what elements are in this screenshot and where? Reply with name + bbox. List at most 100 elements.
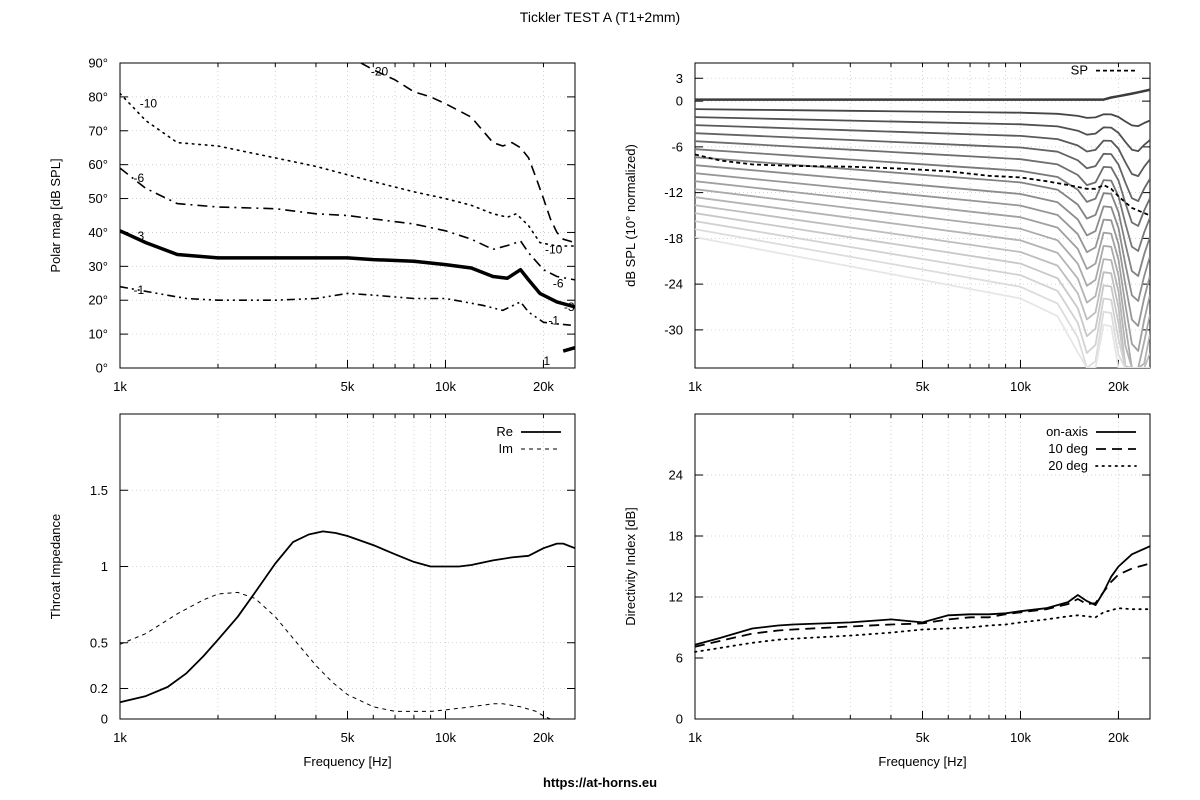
spl-curve bbox=[695, 124, 1150, 177]
spl-curve bbox=[695, 108, 1150, 127]
y-tick-label: -24 bbox=[664, 277, 683, 292]
legend-label: 10 deg bbox=[1048, 441, 1088, 456]
x-tick-label: 1k bbox=[688, 379, 702, 394]
spl-curve bbox=[695, 236, 1150, 368]
series-line bbox=[694, 545, 1151, 646]
series-line bbox=[694, 562, 1151, 648]
series-line bbox=[119, 530, 576, 704]
y-tick-label: 1 bbox=[101, 559, 108, 574]
x-tick-label: 10k bbox=[1010, 379, 1031, 394]
contour-label: -3 bbox=[564, 300, 575, 314]
x-tick-label: 20k bbox=[533, 730, 554, 745]
series-line bbox=[120, 285, 575, 327]
y-tick-label: 12 bbox=[669, 590, 683, 605]
contour-label: -6 bbox=[553, 276, 564, 290]
spl-curve bbox=[695, 88, 1150, 101]
x-tick-label: 20k bbox=[533, 379, 554, 394]
x-tick-label: 1k bbox=[688, 730, 702, 745]
y-tick-label: 70° bbox=[88, 123, 108, 138]
y-tick-label: 0.5 bbox=[90, 635, 108, 650]
x-axis-label: Frequency [Hz] bbox=[303, 754, 391, 769]
footer-url: https://at-horns.eu bbox=[542, 775, 658, 790]
throat-impedance-panel: 1k 5k 10k 20k 0 0.2 0.5 1 1.5 Throat Impedance Fre… bbox=[48, 413, 576, 769]
y-tick-label: 18 bbox=[669, 529, 683, 544]
spl-curve bbox=[695, 148, 1150, 252]
contour-label: -1 bbox=[548, 314, 559, 328]
series-line bbox=[120, 229, 575, 309]
spl-curve bbox=[695, 180, 1150, 352]
y-axis-label: dB SPL (10° normalized) bbox=[623, 144, 638, 287]
x-tick-label: 1k bbox=[113, 730, 127, 745]
y-tick-label: 0 bbox=[101, 712, 108, 727]
x-axis-label: Frequency [Hz] bbox=[878, 754, 966, 769]
x-tick-label: 10k bbox=[1010, 730, 1031, 745]
spl-series-group bbox=[695, 88, 1150, 368]
y-tick-label: 3 bbox=[676, 71, 683, 86]
y-tick-label: 30° bbox=[88, 259, 108, 274]
sp-curve bbox=[695, 153, 1150, 217]
x-tick-label: 10k bbox=[435, 379, 456, 394]
contour-label: -6 bbox=[133, 171, 144, 185]
y-axis-label: Directivity Index [dB] bbox=[623, 507, 638, 626]
x-tick-label: 20k bbox=[1108, 379, 1129, 394]
polar-series-group bbox=[120, 63, 575, 353]
y-tick-label: -12 bbox=[664, 185, 683, 200]
y-tick-label: 6 bbox=[676, 651, 683, 666]
y-tick-label: 80° bbox=[88, 89, 108, 104]
x-tick-label: 1k bbox=[113, 379, 127, 394]
legend-label: on-axis bbox=[1046, 424, 1088, 439]
y-tick-label: 0° bbox=[96, 361, 108, 376]
y-tick-label: 1.5 bbox=[90, 483, 108, 498]
legend-label: SP bbox=[1071, 63, 1088, 78]
y-tick-label: -30 bbox=[664, 322, 683, 337]
y-tick-label: 24 bbox=[669, 468, 683, 483]
spl-curve bbox=[695, 196, 1150, 368]
spl-curve bbox=[695, 228, 1150, 368]
y-axis-label: Polar map [dB SPL] bbox=[48, 158, 63, 272]
y-tick-label: 90° bbox=[88, 56, 108, 71]
y-tick-label: -6 bbox=[671, 139, 683, 154]
spl-curve bbox=[695, 212, 1150, 368]
series-line bbox=[562, 346, 575, 353]
spl-curve bbox=[695, 132, 1150, 202]
directivity-index-panel: 1k 5k 10k 20k 0 6 12 18 24 Directivity Index [dB]… bbox=[623, 413, 1151, 769]
series-line bbox=[360, 63, 575, 244]
x-tick-label: 20k bbox=[1108, 730, 1129, 745]
spl-curve bbox=[695, 172, 1150, 327]
legend-label: Im bbox=[499, 441, 513, 456]
contour-label: -1 bbox=[133, 283, 144, 297]
y-axis-label: Throat Impedance bbox=[48, 514, 63, 620]
series-line bbox=[119, 591, 551, 720]
spl-curve bbox=[695, 140, 1150, 227]
spl-curve bbox=[695, 156, 1150, 277]
x-tick-label: 5k bbox=[341, 730, 355, 745]
y-tick-label: 0 bbox=[676, 94, 683, 109]
spl-curve bbox=[695, 204, 1150, 368]
y-tick-label: 60° bbox=[88, 157, 108, 172]
y-tick-label: 0 bbox=[676, 712, 683, 727]
spl-curve bbox=[695, 220, 1150, 368]
x-tick-label: 5k bbox=[916, 379, 930, 394]
contour-label: 1 bbox=[543, 354, 550, 368]
contour-label: -3 bbox=[133, 229, 144, 243]
spl-curve bbox=[695, 188, 1150, 368]
spl-normalized-panel: 1k 5k 10k 20k -30 -24 -18 -12 -6 0 3 dB SPL (10° no… bbox=[623, 62, 1151, 394]
contour-label: -20 bbox=[371, 64, 389, 78]
y-tick-label: 0.2 bbox=[90, 681, 108, 696]
contour-label: -10 bbox=[140, 97, 158, 111]
legend-label: Re bbox=[496, 424, 513, 439]
x-tick-label: 10k bbox=[435, 730, 456, 745]
series-line bbox=[694, 607, 1151, 653]
series-line bbox=[120, 92, 575, 247]
spl-curve bbox=[695, 116, 1150, 152]
y-tick-label: 10° bbox=[88, 327, 108, 342]
figure-title: Tickler TEST A (T1+2mm) bbox=[519, 9, 681, 25]
x-tick-label: 5k bbox=[341, 379, 355, 394]
x-tick-label: 5k bbox=[916, 730, 930, 745]
spl-curve bbox=[695, 164, 1150, 302]
y-tick-label: -18 bbox=[664, 231, 683, 246]
y-tick-label: 20° bbox=[88, 293, 108, 308]
polar-map-panel: 1k 5k 10k 20k 0° 10° 20° 30° 40° 50° 60° 70° 80° 90° P… bbox=[48, 56, 576, 394]
y-tick-label: 50° bbox=[88, 191, 108, 206]
